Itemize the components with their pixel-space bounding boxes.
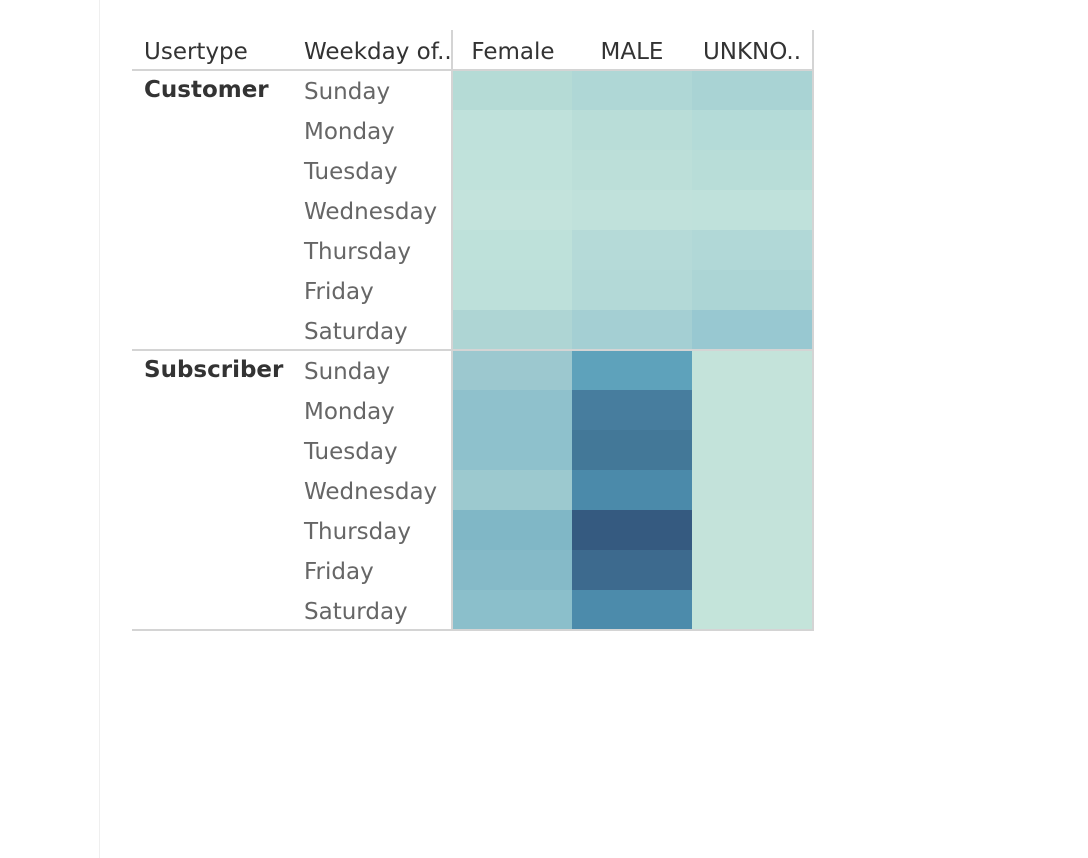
weekday-label: Friday (304, 559, 374, 585)
heatmap-cell[interactable] (453, 390, 572, 430)
heatmap-cell[interactable] (692, 70, 812, 110)
heatmap-cell[interactable] (453, 550, 572, 590)
weekday-label: Thursday (304, 519, 411, 545)
heatmap-cell[interactable] (572, 70, 692, 110)
weekday-label: Saturday (304, 599, 408, 625)
bottom-border-line (132, 629, 814, 631)
heatmap-cell[interactable] (453, 150, 572, 190)
heatmap-cell[interactable] (572, 270, 692, 310)
heatmap-cell[interactable] (572, 430, 692, 470)
heatmap-cell[interactable] (692, 470, 812, 510)
usertype-label-customer: Customer (144, 77, 269, 103)
row-header-weekday: Weekday of.. (304, 39, 452, 65)
heatmap-cell[interactable] (692, 270, 812, 310)
column-header-female: Female (471, 39, 555, 65)
heatmap-cell[interactable] (453, 470, 572, 510)
heatmap-cell[interactable] (572, 470, 692, 510)
heatmap-cell[interactable] (572, 510, 692, 550)
heatmap-cell[interactable] (692, 230, 812, 270)
weekday-label: Wednesday (304, 479, 438, 505)
heatmap-cell[interactable] (692, 150, 812, 190)
heatmap-cell[interactable] (453, 310, 572, 350)
left-divider (99, 0, 100, 858)
label-divider-line (451, 30, 453, 631)
heatmap-cell[interactable] (572, 310, 692, 350)
heatmap-cell[interactable] (692, 550, 812, 590)
heatmap-cell[interactable] (572, 590, 692, 630)
weekday-label: Friday (304, 279, 374, 305)
header-divider-line (132, 69, 814, 71)
heatmap-cell[interactable] (692, 510, 812, 550)
usertype-label-subscriber: Subscriber (144, 357, 284, 383)
heatmap-cell[interactable] (692, 110, 812, 150)
heatmap-cell[interactable] (453, 190, 572, 230)
heatmap-cell[interactable] (572, 390, 692, 430)
heatmap-cell[interactable] (453, 510, 572, 550)
heatmap-cell[interactable] (572, 350, 692, 390)
weekday-label: Sunday (304, 359, 391, 385)
heatmap-cell[interactable] (692, 430, 812, 470)
right-border-line (812, 30, 814, 631)
heatmap-cell[interactable] (453, 230, 572, 270)
heatmap-cell[interactable] (453, 110, 572, 150)
group-divider-line (132, 349, 814, 351)
heatmap-cell[interactable] (692, 310, 812, 350)
weekday-label: Monday (304, 399, 395, 425)
heatmap-cell[interactable] (572, 550, 692, 590)
column-header-unknown: UNKNO.. (702, 39, 802, 65)
weekday-label: Wednesday (304, 199, 438, 225)
weekday-label: Tuesday (304, 159, 398, 185)
heatmap-cell[interactable] (453, 430, 572, 470)
row-header-usertype: Usertype (144, 39, 248, 65)
heatmap-cell[interactable] (572, 190, 692, 230)
heatmap-cell[interactable] (453, 70, 572, 110)
heatmap-cell[interactable] (453, 270, 572, 310)
heatmap-cell[interactable] (453, 350, 572, 390)
weekday-label: Sunday (304, 79, 391, 105)
heatmap-cell[interactable] (692, 390, 812, 430)
column-header-male: MALE (600, 39, 664, 65)
heatmap-cell[interactable] (572, 110, 692, 150)
heatmap-cell[interactable] (692, 590, 812, 630)
weekday-label: Saturday (304, 319, 408, 345)
heatmap-cell[interactable] (572, 150, 692, 190)
heatmap-cell[interactable] (453, 590, 572, 630)
heatmap-cell[interactable] (692, 350, 812, 390)
weekday-label: Thursday (304, 239, 411, 265)
heatmap-cell[interactable] (572, 230, 692, 270)
weekday-label: Monday (304, 119, 395, 145)
heatmap-cell[interactable] (692, 190, 812, 230)
weekday-label: Tuesday (304, 439, 398, 465)
